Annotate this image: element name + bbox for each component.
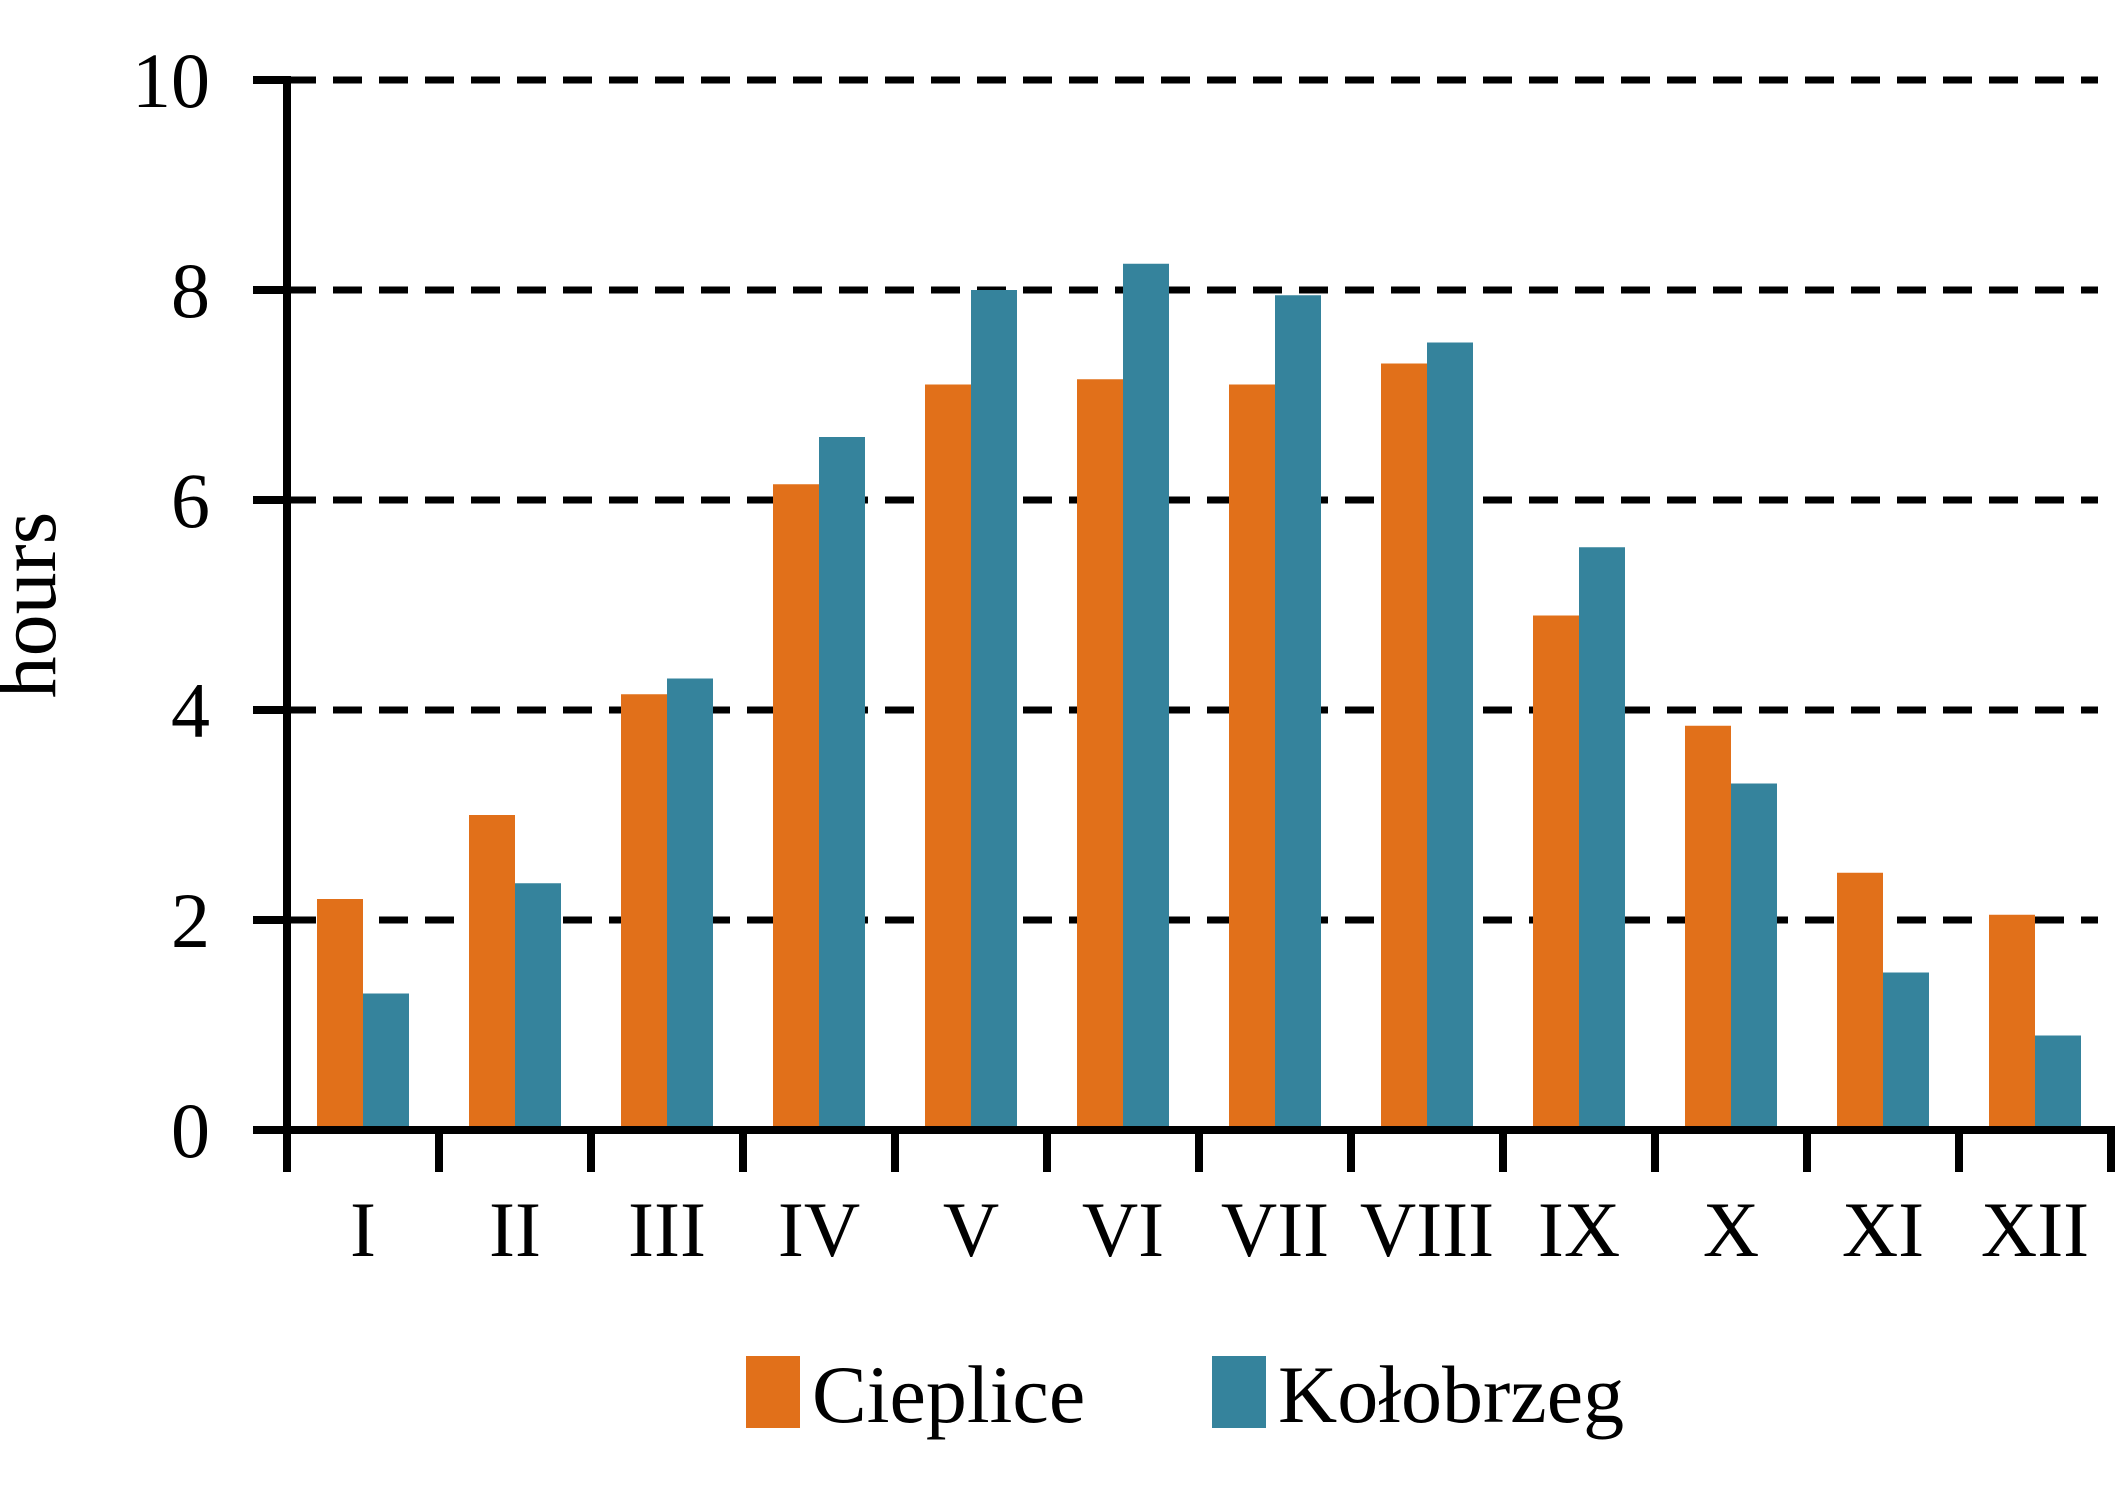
- y-tick-10: [253, 76, 291, 84]
- x-tick-2: [587, 1126, 595, 1172]
- bar-kołobrzeg-II: [515, 883, 561, 1130]
- bar-cieplice-XI: [1837, 872, 1883, 1130]
- bar-cieplice-I: [317, 899, 363, 1130]
- bar-kołobrzeg-XI: [1883, 972, 1929, 1130]
- bar-kołobrzeg-IV: [819, 437, 865, 1130]
- bar-kołobrzeg-VIII: [1427, 342, 1473, 1130]
- legend-swatch-kołobrzeg: [1212, 1356, 1266, 1428]
- x-tick-0: [283, 1126, 291, 1172]
- bar-cieplice-XII: [1989, 914, 2035, 1130]
- y-tick-label-4: 4: [171, 667, 210, 754]
- x-label-X: X: [1703, 1186, 1759, 1273]
- x-label-XII: XII: [1981, 1186, 2089, 1273]
- y-tick-label-10: 10: [132, 37, 210, 124]
- x-label-IV: IV: [778, 1186, 860, 1273]
- x-label-XI: XI: [1842, 1186, 1924, 1273]
- bar-kołobrzeg-III: [667, 678, 713, 1130]
- y-tick-label-0: 0: [171, 1087, 210, 1174]
- x-label-VI: VI: [1082, 1186, 1164, 1273]
- bar-cieplice-VIII: [1381, 363, 1427, 1130]
- y-tick-label-6: 6: [171, 457, 210, 544]
- legend-label-kołobrzeg: Kołobrzeg: [1278, 1349, 1624, 1440]
- x-tick-10: [1803, 1126, 1811, 1172]
- y-axis-title: hours: [0, 512, 74, 699]
- y-tick-6: [253, 496, 291, 504]
- bar-cieplice-X: [1685, 725, 1731, 1130]
- x-axis-line: [253, 1126, 2115, 1134]
- bar-kołobrzeg-VI: [1123, 263, 1169, 1130]
- x-tick-3: [739, 1126, 747, 1172]
- bar-cieplice-IX: [1533, 615, 1579, 1130]
- y-tick-label-8: 8: [171, 247, 210, 334]
- y-tick-8: [253, 286, 291, 294]
- x-tick-7: [1347, 1126, 1355, 1172]
- y-tick-label-2: 2: [171, 877, 210, 964]
- y-tick-4: [253, 706, 291, 714]
- x-label-IX: IX: [1538, 1186, 1620, 1273]
- x-tick-11: [1955, 1126, 1963, 1172]
- bar-kołobrzeg-XII: [2035, 1035, 2081, 1130]
- x-label-II: II: [489, 1186, 541, 1273]
- bar-kołobrzeg-I: [363, 993, 409, 1130]
- x-tick-9: [1651, 1126, 1659, 1172]
- bar-kołobrzeg-V: [971, 290, 1017, 1130]
- y-tick-2: [253, 916, 291, 924]
- bar-cieplice-V: [925, 384, 971, 1130]
- x-tick-8: [1499, 1126, 1507, 1172]
- bar-cieplice-IV: [773, 484, 819, 1130]
- x-label-VIII: VIII: [1360, 1186, 1494, 1273]
- x-tick-6: [1195, 1126, 1203, 1172]
- bar-kołobrzeg-IX: [1579, 547, 1625, 1130]
- x-label-I: I: [350, 1186, 376, 1273]
- bar-cieplice-II: [469, 815, 515, 1130]
- x-label-VII: VII: [1221, 1186, 1329, 1273]
- x-label-V: V: [943, 1186, 999, 1273]
- y-axis-line: [283, 76, 291, 1134]
- bar-cieplice-III: [621, 694, 667, 1130]
- bar-kołobrzeg-X: [1731, 783, 1777, 1130]
- bar-cieplice-VI: [1077, 379, 1123, 1130]
- x-tick-4: [891, 1126, 899, 1172]
- bar-cieplice-VII: [1229, 384, 1275, 1130]
- legend-label-cieplice: Cieplice: [812, 1349, 1085, 1440]
- bar-kołobrzeg-VII: [1275, 295, 1321, 1130]
- x-tick-1: [435, 1126, 443, 1172]
- y-tick-0: [253, 1126, 291, 1134]
- x-label-III: III: [628, 1186, 706, 1273]
- x-tick-12: [2107, 1126, 2115, 1172]
- x-tick-5: [1043, 1126, 1051, 1172]
- legend-swatch-cieplice: [746, 1356, 800, 1428]
